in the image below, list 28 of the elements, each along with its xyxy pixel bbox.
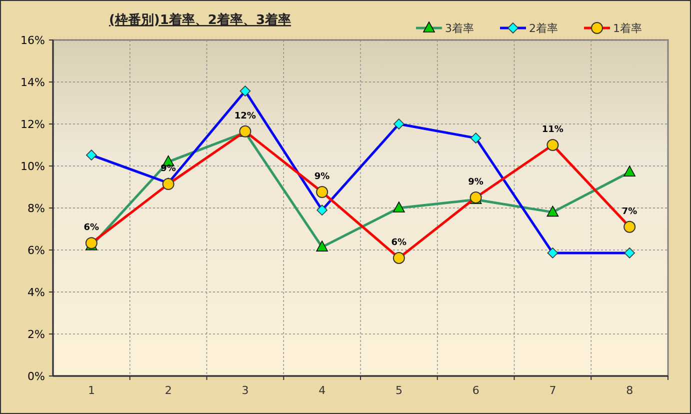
y-tick-label: 14%: [20, 76, 45, 89]
data-label: 12%: [234, 111, 256, 122]
x-tick-label: 2: [164, 384, 172, 397]
x-tick-label: 4: [318, 384, 326, 397]
chart-title: (枠番別)1着率、2着率、3着率: [108, 12, 292, 28]
y-tick-label: 10%: [20, 160, 45, 173]
data-label: 6%: [391, 238, 407, 248]
x-tick-label: 6: [472, 384, 480, 397]
x-tick-label: 1: [88, 384, 95, 397]
y-tick-label: 0%: [28, 370, 45, 383]
legend-label: 3着率: [445, 22, 474, 35]
x-tick-label: 5: [395, 384, 402, 397]
y-tick-label: 12%: [20, 118, 45, 131]
data-label: 6%: [84, 223, 100, 234]
data-label: 9%: [468, 178, 484, 188]
data-label: 7%: [622, 206, 638, 217]
y-tick-label: 4%: [28, 286, 45, 299]
legend-label: 2着率: [529, 22, 558, 35]
y-tick-label: 2%: [28, 328, 45, 341]
data-label: 11%: [542, 125, 564, 135]
x-tick-label: 8: [626, 384, 634, 397]
y-tick-label: 6%: [28, 244, 45, 257]
y-tick-label: 16%: [20, 34, 45, 47]
legend-label: 1着率: [613, 22, 642, 35]
x-tick-label: 3: [242, 384, 249, 397]
data-label: 9%: [314, 172, 330, 182]
y-tick-label: 8%: [28, 202, 45, 215]
x-tick-label: 7: [549, 384, 556, 397]
